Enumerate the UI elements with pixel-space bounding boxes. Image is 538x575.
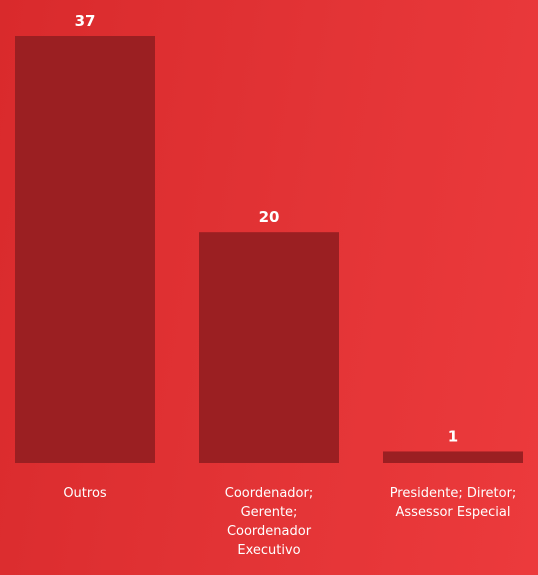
data-label-1: 37	[75, 12, 96, 30]
data-label-3: 1	[448, 427, 458, 445]
category-label-line: Outros	[63, 486, 107, 501]
data-label-2: 20	[259, 208, 280, 226]
category-label-line: Coordenador	[227, 524, 312, 539]
category-label-line: Gerente;	[241, 505, 298, 520]
category-label-3: Presidente; Diretor; Assessor Especial	[390, 486, 517, 520]
category-label-line: Presidente; Diretor;	[390, 486, 517, 501]
category-label-line: Executivo	[237, 543, 300, 558]
category-label-1: Outros	[63, 486, 107, 501]
category-label-2: Coordenador; Gerente; Coordenador Executivo	[225, 486, 314, 558]
bar-3[interactable]	[383, 451, 523, 463]
category-label-line: Assessor Especial	[396, 505, 511, 520]
category-label-line: Coordenador;	[225, 486, 314, 501]
bar-2[interactable]	[199, 232, 339, 463]
bar-1[interactable]	[15, 36, 155, 463]
